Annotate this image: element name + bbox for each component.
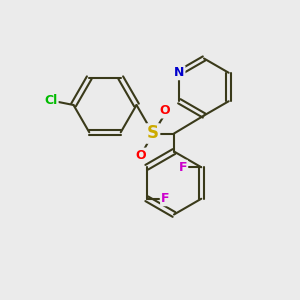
Text: S: S (147, 124, 159, 142)
Text: N: N (174, 66, 184, 79)
Text: F: F (178, 161, 187, 174)
Text: O: O (160, 104, 170, 118)
Text: Cl: Cl (44, 94, 58, 107)
Text: O: O (136, 148, 146, 162)
Text: F: F (161, 192, 170, 205)
